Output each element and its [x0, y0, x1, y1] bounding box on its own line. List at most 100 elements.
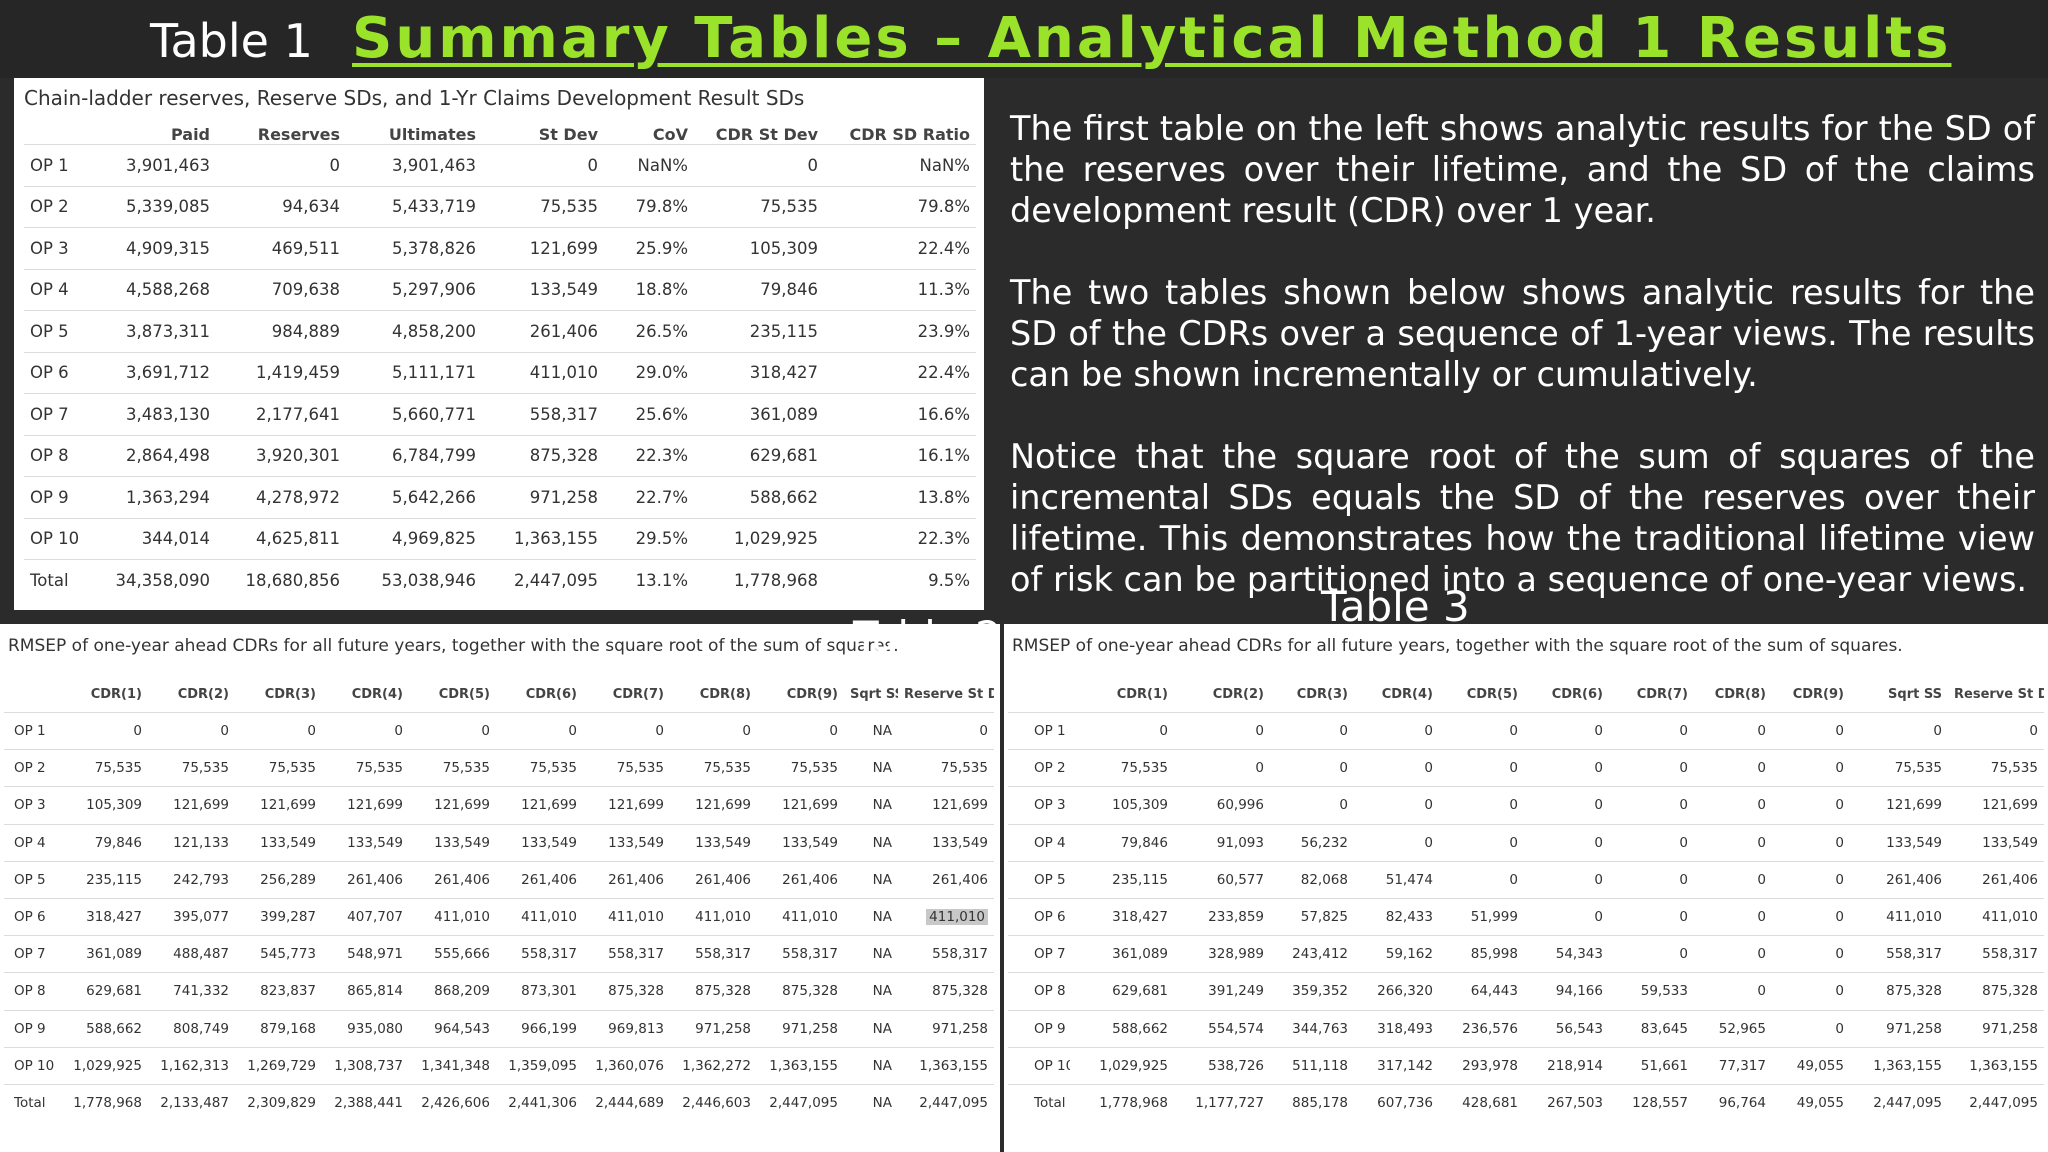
table-cell: 85,998 — [1439, 935, 1524, 973]
table-cell: 0 — [1772, 711, 1850, 750]
table-cell: 875,328 — [583, 972, 670, 1010]
table-cell: 82,433 — [1354, 897, 1439, 936]
row-label: OP 5 — [24, 310, 90, 352]
table2-header-1: CDR(1) — [90, 687, 142, 702]
table-cell: 0 — [496, 711, 583, 750]
table-cell: 0 — [409, 711, 496, 750]
table-cell: NA — [844, 1083, 898, 1122]
table-cell: 261,406 — [409, 860, 496, 899]
table-cell: NA — [844, 823, 898, 862]
table-cell: 0 — [1524, 786, 1609, 825]
table-cell: 121,699 — [148, 786, 235, 825]
table-row: OP 101,029,925538,726511,118317,142293,9… — [1008, 1046, 2044, 1085]
table-cell: 511,118 — [1270, 1046, 1354, 1085]
table-cell: 77,317 — [1694, 1046, 1772, 1085]
table-cell: 0 — [1354, 786, 1439, 825]
table-cell: 53,038,946 — [346, 559, 482, 601]
table-cell: NA — [844, 1009, 898, 1048]
table-row: OP 9 588,662 554,574 344,763 318,493 236,576 5… — [1008, 1009, 2044, 1048]
table-cell: 411,010 — [583, 897, 670, 936]
table-cell: 0 — [1609, 711, 1694, 750]
table-cell: 0 — [1772, 897, 1850, 936]
table-cell: 0 — [1850, 711, 1948, 750]
table-cell: 875,328 — [757, 972, 844, 1010]
table-cell: NA — [844, 711, 898, 750]
table-cell: 488,487 — [148, 935, 235, 973]
table-cell: 3,691,712 — [90, 351, 216, 394]
table-cell: 588,662 — [60, 1009, 148, 1048]
table-cell: 2,447,095 — [898, 1083, 994, 1122]
table3-header-5: CDR(5) — [1466, 687, 1518, 702]
table-cell: 121,699 — [583, 786, 670, 825]
table-cell: 709,638 — [216, 268, 346, 311]
table-cell: 823,837 — [235, 972, 322, 1010]
table3-header-11: Reserve St Dev — [1954, 687, 2044, 702]
table-cell: 0 — [1694, 935, 1772, 973]
table-cell: 0 — [1772, 1009, 1850, 1048]
table3: CDR(1) CDR(2) CDR(3) CDR(4) CDR(5) CDR(6) CDR(… — [1008, 660, 2044, 1122]
table-cell: 5,339,085 — [90, 185, 216, 228]
table-cell: 267,503 — [1524, 1083, 1609, 1122]
table-cell: 236,576 — [1439, 1009, 1524, 1048]
table-cell: 2,309,829 — [235, 1083, 322, 1122]
table-cell: 2,426,606 — [409, 1083, 496, 1122]
table1-header-2: Reserves — [257, 125, 340, 144]
table-cell: 26.5% — [604, 310, 694, 352]
table3-header-9: CDR(9) — [1792, 687, 1844, 702]
table-cell: 0 — [1439, 749, 1524, 787]
table-cell: 0 — [1609, 786, 1694, 825]
table-cell: 29.0% — [604, 351, 694, 394]
table-cell: 121,699 — [409, 786, 496, 825]
table1-header-1: Paid — [170, 125, 210, 144]
table-cell: 233,859 — [1174, 897, 1270, 936]
table-cell: 121,699 — [496, 786, 583, 825]
table2-header-8: CDR(8) — [699, 687, 751, 702]
table-row: OP 2 5,339,085 94,634 5,433,719 75,535 79.8% 7… — [24, 185, 976, 228]
table-cell: 121,699 — [670, 786, 757, 825]
table-cell: 879,168 — [235, 1009, 322, 1048]
table2-panel: RMSEP of one-year ahead CDRs for all fut… — [0, 624, 1000, 1152]
table-cell: 469,511 — [216, 227, 346, 269]
row-label: OP 3 — [24, 227, 90, 269]
table-cell: 0 — [1948, 711, 2044, 750]
table-cell: 1,363,155 — [1850, 1046, 1948, 1085]
table-cell: 1,778,968 — [1070, 1083, 1174, 1122]
table-cell: 875,328 — [482, 434, 604, 477]
table-cell: 16.6% — [824, 393, 976, 435]
table-cell: 558,317 — [670, 935, 757, 973]
table-row: OP 9 1,363,294 4,278,972 5,642,266 971,258 22… — [24, 476, 976, 518]
table-cell: 0 — [1270, 711, 1354, 750]
table-cell: 94,166 — [1524, 972, 1609, 1010]
table-cell: 971,258 — [1850, 1009, 1948, 1048]
table-cell: NA — [844, 786, 898, 825]
table-cell: 344,014 — [90, 517, 216, 560]
table-cell: 1,341,348 — [409, 1046, 496, 1085]
table-cell: 2,444,689 — [583, 1083, 670, 1122]
table-cell: 121,699 — [1948, 786, 2044, 825]
table-cell: 0 — [1694, 972, 1772, 1010]
table-cell: 411,010 — [482, 351, 604, 394]
table-cell: 545,773 — [235, 935, 322, 973]
table2-header-7: CDR(7) — [612, 687, 664, 702]
row-label: OP 4 — [1008, 823, 1070, 862]
table-cell: 2,388,441 — [322, 1083, 409, 1122]
table-cell: 75,535 — [235, 749, 322, 787]
table-cell: 0 — [1772, 972, 1850, 1010]
table-cell: 629,681 — [1070, 972, 1174, 1010]
table-cell: 0 — [757, 711, 844, 750]
table-cell: 256,289 — [235, 860, 322, 899]
table-cell: 54,343 — [1524, 935, 1609, 973]
table-cell: NA — [844, 749, 898, 787]
table-cell: 128,557 — [1609, 1083, 1694, 1122]
row-label: OP 2 — [4, 749, 60, 787]
table-cell: 133,549 — [757, 823, 844, 862]
table2-header-5: CDR(5) — [438, 687, 490, 702]
table3-header-6: CDR(6) — [1551, 687, 1603, 702]
table2-label: Table 2 — [853, 612, 1002, 661]
row-label: OP 10 — [24, 517, 90, 560]
table3-header-8: CDR(8) — [1714, 687, 1766, 702]
table-row: OP 8 2,864,498 3,920,301 6,784,799 875,328 22… — [24, 434, 976, 477]
table-cell: 75,535 — [148, 749, 235, 787]
table-cell: 3,901,463 — [90, 144, 216, 186]
row-label: OP 9 — [24, 476, 90, 518]
